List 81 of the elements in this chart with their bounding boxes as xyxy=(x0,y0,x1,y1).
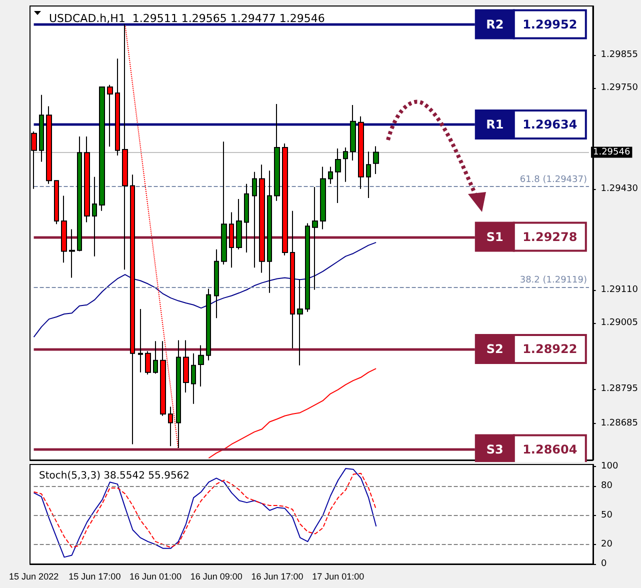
candlestick xyxy=(115,58,120,156)
candlestick xyxy=(107,84,113,148)
ref-line-label: R2 xyxy=(486,17,504,32)
line-series xyxy=(33,472,377,548)
annotation: 1.28922 xyxy=(522,342,578,356)
candlestick xyxy=(183,340,189,394)
candlestick xyxy=(320,166,326,230)
ref-line-label: R1 xyxy=(486,118,504,132)
candlestick xyxy=(366,151,371,199)
candlestick xyxy=(335,148,341,204)
candlestick xyxy=(252,171,257,268)
annotation: 1.29634 xyxy=(522,118,578,132)
candlestick xyxy=(343,147,348,182)
candlestick xyxy=(160,340,166,416)
ref-line-label: S2 xyxy=(486,342,504,356)
candlestick xyxy=(168,406,173,447)
candlestick xyxy=(358,116,364,190)
candlestick xyxy=(328,166,333,184)
x-tick-label: 15 Jun 2022 xyxy=(9,572,59,582)
candlestick xyxy=(77,136,82,252)
candlestick xyxy=(84,136,90,223)
candlestick xyxy=(153,340,158,374)
candlestick xyxy=(46,106,52,184)
candlestick xyxy=(229,212,234,268)
ref-line-label: 61.8 (1.29437) xyxy=(520,175,587,186)
candlestick xyxy=(214,248,219,319)
candlestick xyxy=(54,180,59,225)
line-series xyxy=(208,368,377,459)
text: USDCAD.h,H1 1.29511 1.29565 1.29477 1.29546 xyxy=(49,12,325,25)
candlestick xyxy=(297,279,303,366)
candlestick xyxy=(282,142,288,256)
x-tick-label: 16 Jun 01:00 xyxy=(130,572,182,582)
y-tick-label: 1.28685 xyxy=(600,418,638,429)
y-tick-label: 0 xyxy=(601,559,607,569)
candlestick xyxy=(69,228,75,278)
candlestick xyxy=(236,198,242,250)
annotation: 1.28604 xyxy=(522,442,578,456)
candlestick xyxy=(206,288,211,361)
y-tick-label: 80 xyxy=(601,481,613,491)
candlestick xyxy=(138,308,143,373)
candlestick xyxy=(176,340,181,449)
candlestick xyxy=(373,146,379,175)
ref-line-label: 1.29546 xyxy=(592,147,630,158)
candlestick xyxy=(305,222,310,312)
candlestick xyxy=(198,344,204,388)
y-tick-label: 1.29750 xyxy=(600,82,638,93)
candlestick xyxy=(259,164,265,274)
candlestick xyxy=(99,86,105,212)
y-tick-label: 1.29855 xyxy=(600,50,638,60)
line-series xyxy=(33,242,377,338)
y-tick-label: 20 xyxy=(601,540,613,550)
candlestick xyxy=(221,141,227,266)
annotation: 1.29278 xyxy=(522,230,578,244)
candlestick xyxy=(191,352,196,404)
x-tick-label: 16 Jun 17:00 xyxy=(251,572,304,582)
candlestick xyxy=(130,174,135,445)
y-tick-label: 1.29430 xyxy=(600,184,638,194)
ref-line-label: S1 xyxy=(486,230,504,244)
candlestick xyxy=(274,104,280,202)
candlestick xyxy=(350,104,356,161)
y-tick-label: 1.29110 xyxy=(600,284,638,295)
ref-line-label: 38.2 (1.29119) xyxy=(520,275,587,286)
candlestick xyxy=(39,94,44,162)
line-series xyxy=(33,468,377,558)
candlestick xyxy=(267,170,272,294)
y-tick-label: 50 xyxy=(601,510,613,520)
candlestick xyxy=(92,176,97,257)
y-tick-label: 100 xyxy=(601,462,618,472)
x-tick-label: 15 Jun 17:00 xyxy=(68,572,121,582)
candlestick xyxy=(312,186,318,290)
ref-line-label: S3 xyxy=(486,442,504,456)
candlestick xyxy=(290,210,295,349)
y-tick-label: 1.29005 xyxy=(600,318,638,328)
candlestick xyxy=(244,183,249,254)
annotation: 1.29952 xyxy=(522,17,578,32)
x-tick-label: 16 Jun 09:00 xyxy=(190,572,242,582)
y-tick-label: 1.28795 xyxy=(600,384,638,394)
candlestick xyxy=(145,350,151,376)
candlestick xyxy=(61,195,67,264)
text: Stoch(5,3,3) 38.5542 55.9562 xyxy=(39,470,190,482)
x-tick-label: 17 Jun 01:00 xyxy=(312,572,364,582)
